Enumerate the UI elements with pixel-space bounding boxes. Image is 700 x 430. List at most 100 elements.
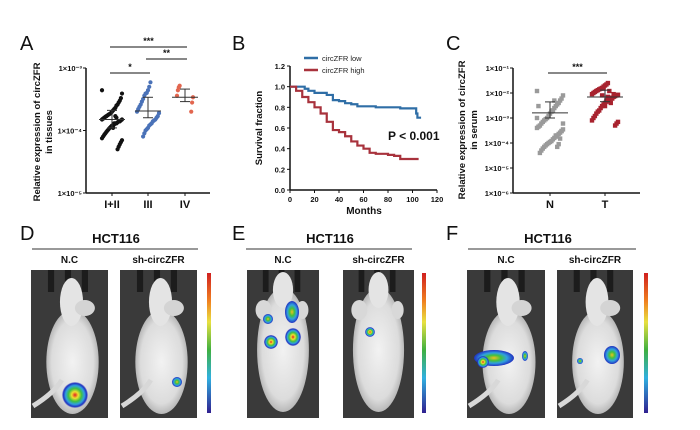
data-point [174,93,180,98]
x-tick-label: T [602,199,609,211]
data-point [552,105,557,111]
cage-bar [518,270,525,292]
data-point [190,100,195,105]
mouse-image [557,270,633,418]
data-point [594,111,599,116]
bioluminescence-signal [365,327,375,337]
cage-bar [358,270,365,292]
panel-a-ylabel-1: Relative expression of circZFR [32,62,43,201]
y-tick-label: 1.0 [275,83,285,92]
survival-curve-high [290,85,419,161]
panel-b-xlabel: Months [346,206,382,217]
mouse-body [572,310,624,414]
mouse-head [496,278,520,326]
y-tick-label: 1×10⁻⁵ [485,164,510,173]
mouse-head [59,278,84,326]
mouse-tail [120,378,153,409]
data-point [119,91,125,96]
data-point [134,109,140,114]
survival-curve-low [290,85,422,119]
data-point [553,133,558,138]
mouse-head [585,278,609,326]
x-tick-label: 100 [406,195,419,204]
luminescence-colorbar [644,273,648,413]
cage-bar [607,270,614,292]
condition-label: N.C [497,255,514,266]
data-point [534,115,540,121]
panel-c-ylabel-1: Relative expression of circZFR [457,60,468,199]
luminescence-colorbar [422,273,426,413]
y-tick-label: 1×10⁻⁴ [484,139,509,148]
data-point [607,88,612,94]
data-point [599,93,605,98]
data-point [142,131,147,136]
data-point [611,91,616,97]
mouse-ear [296,301,309,319]
bioluminescence-signal [285,301,299,323]
x-tick-label: N [546,199,554,211]
significance-label: * [128,62,132,72]
data-point [552,98,557,103]
imaging-panel-f: HCT116 N.C sh-circZFR [467,231,648,418]
mouse-ear [391,301,404,319]
mouse-ear [351,300,368,320]
bioluminescence-signal [285,328,301,346]
data-point [175,88,180,93]
cell-line-title: HCT116 [306,231,354,246]
cage-bar [573,270,580,292]
data-point [142,93,147,98]
panel-label-a: A [20,33,34,55]
mouse-head [148,278,173,326]
data-point [536,103,541,109]
data-point [560,93,566,98]
mouse-ear [600,300,621,316]
data-point [112,121,117,126]
bioluminescence-signal [577,358,583,364]
x-tick-label: III [143,199,152,211]
data-point [598,105,603,111]
panel-label-b: B [232,33,245,55]
cage-bar [81,270,88,292]
y-tick-label: 1×10⁻² [486,89,510,98]
y-tick-label: 1.2 [275,62,285,71]
bioluminescence-signal [263,314,273,324]
condition-label: sh-circZFR [352,255,405,266]
mouse-tail [31,378,64,409]
data-point [602,103,608,109]
cage-bar [389,270,396,292]
panel-a-tissue-scatter: Relative expression of circZFR in tissue… [32,36,210,211]
p-value-annotation: P < 0.001 [388,129,440,143]
panel-b-survival-curve: Survival fraction Months P < 0.001 0 20 40… [254,54,443,217]
x-tick-label: 40 [335,195,343,204]
x-tick-label: 80 [384,195,392,204]
data-point [610,96,615,101]
y-tick-label: 0.4 [275,145,286,154]
mouse-ear [163,300,184,316]
x-tick-label: 60 [359,195,367,204]
mouse-tail [467,378,501,409]
data-point [534,125,540,131]
mouse-ear [511,300,532,316]
imaging-panel-e: HCT116 N.C sh-circZFR [246,231,426,418]
cell-line-title: HCT116 [92,231,140,246]
y-tick-label: 0.8 [275,103,285,112]
x-tick-label: IV [180,199,191,211]
mouse-image [31,270,108,418]
mouse-body [352,288,405,412]
y-tick-label: 0.2 [275,165,285,174]
y-tick-label: 1×10⁻⁴ [57,127,82,136]
legend-label: circZFR low [322,54,362,63]
y-tick-label: 1×10⁻⁵ [58,189,83,198]
data-point [189,109,194,114]
panel-label-d: D [20,223,34,245]
y-tick-label: 0.6 [275,124,285,133]
panel-label-f: F [446,223,458,245]
bioluminescence-signal [477,356,489,368]
data-point [539,148,544,153]
mouse-head [368,272,389,308]
cage-bar [484,270,491,292]
condition-label: sh-circZFR [132,255,185,266]
mouse-image [120,270,197,418]
